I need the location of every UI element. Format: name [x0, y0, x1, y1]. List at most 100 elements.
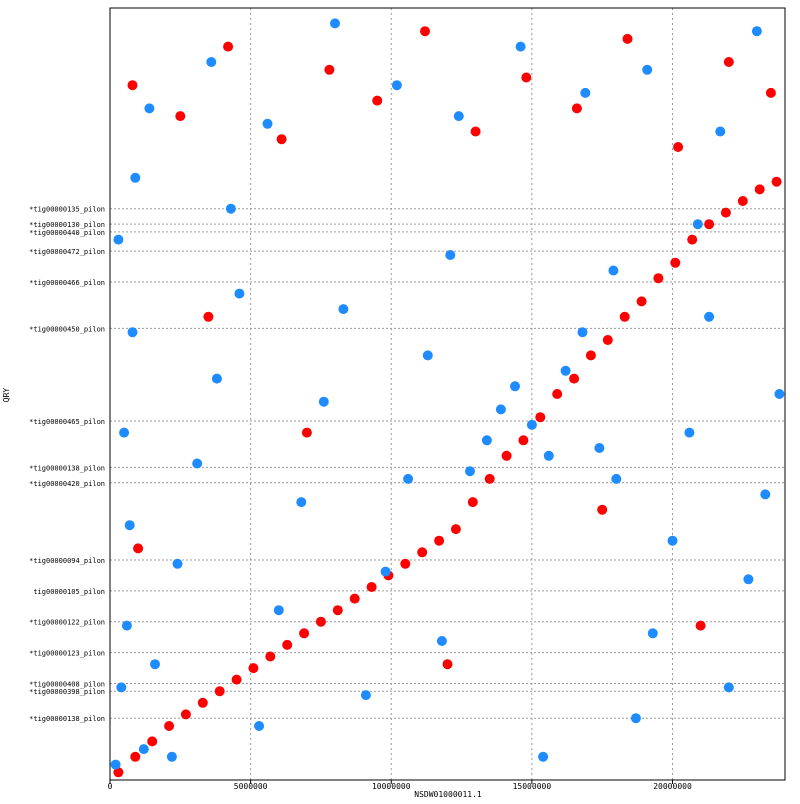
- reverse-alignment-point: [391, 80, 402, 91]
- forward-alignment-point: [113, 767, 124, 778]
- forward-alignment-point: [467, 497, 478, 508]
- reverse-alignment-point: [121, 620, 132, 631]
- y-tick-label: *tig00000135_pilon: [29, 206, 105, 214]
- reverse-alignment-point: [453, 111, 464, 122]
- y-tick-label: tig00000105_pilon: [33, 588, 105, 596]
- reverse-alignment-point: [130, 172, 141, 183]
- y-tick-label: *tig00000450_pilon: [29, 325, 105, 333]
- reverse-alignment-point: [192, 458, 203, 469]
- reverse-alignment-point: [296, 497, 307, 508]
- reverse-alignment-point: [538, 751, 549, 762]
- forward-alignment-point: [484, 473, 495, 484]
- reverse-alignment-point: [273, 605, 284, 616]
- forward-alignment-point: [720, 207, 731, 218]
- reverse-alignment-point: [543, 450, 554, 461]
- forward-alignment-point: [366, 582, 377, 592]
- forward-alignment-point: [133, 543, 144, 554]
- forward-alignment-point: [214, 686, 225, 697]
- forward-alignment-point: [670, 257, 681, 268]
- y-tick-label: *tig00000138_pilon: [29, 715, 105, 723]
- reverse-alignment-point: [234, 288, 245, 299]
- forward-alignment-point: [400, 558, 411, 569]
- reverse-alignment-point: [495, 404, 506, 415]
- forward-alignment-point: [695, 620, 706, 631]
- forward-alignment-point: [636, 296, 647, 307]
- label-layer: 0 5000000 10000000 15000000 20000000 *tig0000…: [29, 206, 692, 791]
- y-tick-label: *tig00000123_pilon: [29, 650, 105, 658]
- forward-alignment-point: [501, 450, 512, 461]
- y-tick-label: *tig00000408_pilon: [29, 681, 105, 689]
- reverse-alignment-point: [330, 18, 340, 29]
- y-tick-label: *tig00000398_pilon: [29, 688, 105, 696]
- reverse-alignment-point: [127, 327, 138, 338]
- x-tick-label: 0: [108, 782, 113, 791]
- reverse-alignment-point: [144, 103, 155, 114]
- y-tick-label: *tig00000465_pilon: [29, 418, 105, 426]
- reverse-alignment-point: [684, 427, 695, 438]
- reverse-alignment-point: [254, 721, 265, 731]
- reverse-alignment-point: [760, 489, 771, 500]
- forward-alignment-point: [248, 663, 259, 674]
- reverse-alignment-point: [774, 389, 785, 399]
- reverse-alignment-point: [318, 396, 329, 407]
- reverse-alignment-point: [116, 682, 127, 693]
- forward-alignment-point: [687, 234, 698, 245]
- reverse-alignment-point: [704, 311, 715, 322]
- points-layer: [110, 18, 785, 778]
- forward-alignment-point: [535, 412, 546, 423]
- reverse-alignment-point: [667, 535, 678, 546]
- reverse-alignment-point: [436, 636, 447, 646]
- reverse-alignment-point: [692, 219, 703, 230]
- reverse-alignment-point: [642, 64, 653, 75]
- reverse-alignment-point: [715, 126, 726, 137]
- forward-alignment-point: [673, 142, 684, 152]
- reverse-alignment-point: [360, 690, 371, 701]
- reverse-alignment-point: [743, 574, 754, 585]
- forward-alignment-point: [276, 134, 287, 145]
- forward-alignment-point: [223, 41, 234, 52]
- forward-alignment-point: [127, 80, 138, 91]
- reverse-alignment-point: [751, 26, 762, 37]
- forward-alignment-point: [203, 311, 214, 322]
- reverse-alignment-point: [647, 628, 658, 639]
- y-tick-label: *tig00000420_pilon: [29, 480, 105, 488]
- x-axis-label: NSDW01000011.1: [414, 790, 482, 799]
- reverse-alignment-point: [422, 350, 433, 361]
- forward-alignment-point: [518, 435, 529, 446]
- forward-alignment-point: [420, 26, 430, 37]
- forward-alignment-point: [704, 219, 715, 230]
- forward-alignment-point: [569, 373, 580, 384]
- reverse-alignment-point: [403, 473, 414, 484]
- forward-alignment-point: [470, 126, 481, 137]
- reverse-alignment-point: [206, 57, 217, 67]
- forward-alignment-point: [231, 674, 242, 685]
- reverse-alignment-point: [515, 41, 526, 52]
- reverse-alignment-point: [150, 659, 160, 670]
- axis-layer: [109, 7, 786, 784]
- reverse-alignment-point: [630, 713, 641, 724]
- x-tick-label: 10000000: [372, 782, 411, 791]
- forward-alignment-point: [450, 524, 461, 535]
- forward-alignment-point: [597, 504, 608, 515]
- forward-alignment-point: [619, 311, 630, 322]
- reverse-alignment-point: [510, 381, 520, 392]
- forward-alignment-point: [737, 196, 748, 206]
- reverse-alignment-point: [211, 373, 222, 384]
- reverse-alignment-point: [611, 473, 622, 484]
- forward-alignment-point: [754, 184, 765, 195]
- reverse-alignment-point: [172, 558, 183, 569]
- forward-alignment-point: [602, 335, 613, 345]
- y-tick-label: *tig00000122_pilon: [29, 619, 105, 627]
- forward-alignment-point: [147, 736, 158, 747]
- y-axis-label: QRY: [2, 388, 11, 403]
- forward-alignment-point: [442, 659, 453, 670]
- reverse-alignment-point: [577, 327, 588, 338]
- forward-alignment-point: [552, 389, 563, 399]
- forward-alignment-point: [164, 721, 175, 731]
- reverse-alignment-point: [119, 427, 130, 438]
- y-tick-label: *tig00000138_pilon: [29, 464, 105, 472]
- forward-alignment-point: [315, 616, 326, 627]
- forward-alignment-point: [301, 427, 312, 438]
- forward-alignment-point: [521, 72, 532, 83]
